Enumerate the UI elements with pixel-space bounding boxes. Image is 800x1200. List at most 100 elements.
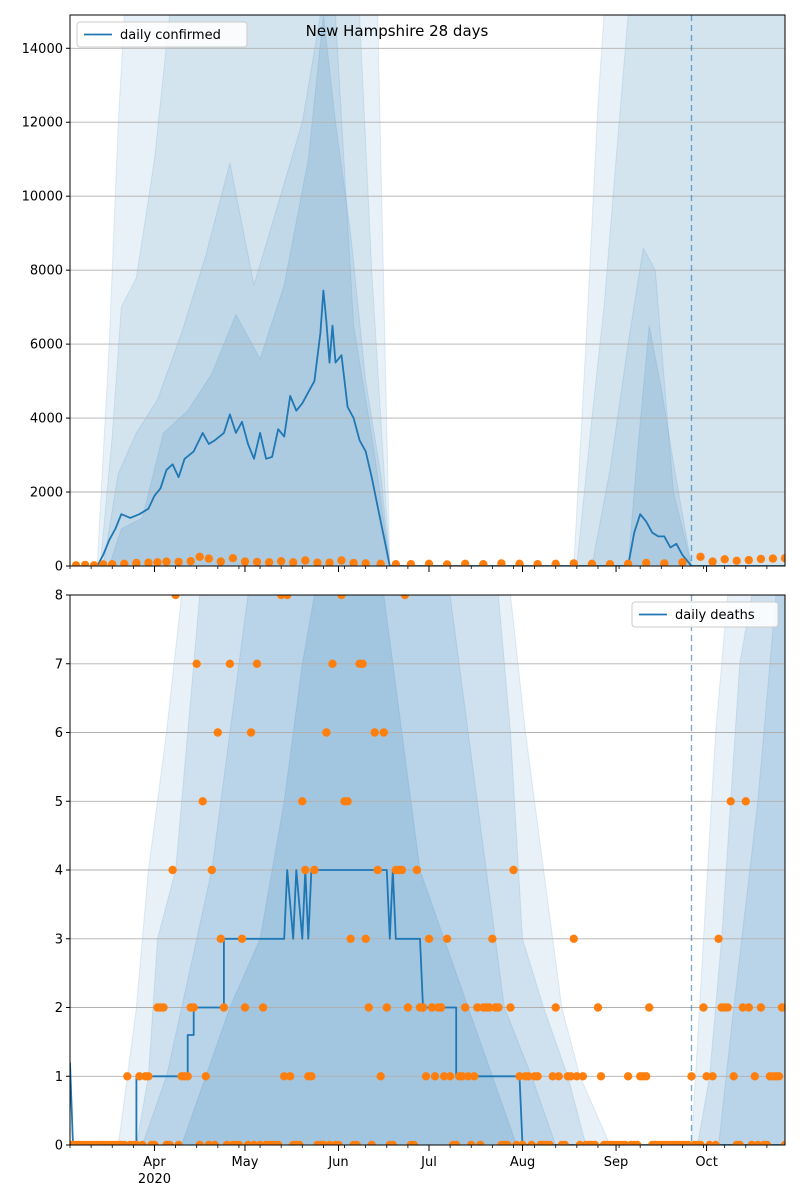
axes-frame [69,14,786,567]
data-point [533,560,542,566]
data-point [252,659,262,668]
data-point [150,1140,159,1145]
data-point [735,1140,744,1145]
data-point [424,934,434,943]
confirmed-legend: daily confirmed [76,21,248,48]
data-point [337,556,346,565]
data-point [201,1072,210,1081]
data-point [497,559,506,566]
data-point [744,1003,753,1012]
data-point [439,1072,449,1081]
data-point [376,559,385,566]
data-point [578,1072,588,1081]
data-point [708,557,717,566]
y-tick-label: 12000 [22,116,63,131]
x-tick-label: Aug [510,1155,535,1170]
data-point [322,728,331,737]
deaths-panel: 0 1 2 3 4 5 6 7 8 Apr 2020 May Jun Jul Aug Sep Oct daily… [55,589,786,1187]
data-point [488,934,497,943]
data-point [518,1140,527,1145]
data-point [741,797,750,806]
data-point [274,1140,283,1145]
data-point [494,1003,503,1012]
data-point [566,1072,575,1081]
x-tick-label: Jul [420,1155,437,1170]
y-tick-label: 5 [55,795,63,810]
data-point [660,559,669,566]
data-point [289,558,298,566]
data-point [702,1072,711,1081]
data-point [515,1072,524,1081]
data-point [711,1140,720,1145]
data-point [352,1140,361,1145]
data-point [430,1072,440,1081]
data-point [762,1140,772,1145]
confirmed-panel: 0 2000 4000 6000 8000 10000 12000 14000 daily c… [22,14,786,575]
data-point [210,1140,219,1145]
legend-label: daily deaths [675,608,755,623]
data-point [123,1072,132,1081]
data-point [696,552,705,561]
data-point [343,797,352,806]
x-tick-label: Jun [327,1155,348,1170]
y-tick-label: 4000 [30,412,63,427]
data-point [461,559,470,566]
data-point [108,560,117,566]
data-point [442,560,452,566]
data-point [237,934,247,943]
uncertainty-band [99,15,785,566]
data-point [427,1003,437,1012]
data-point [234,1140,244,1145]
data-point [485,1003,494,1012]
data-point [216,557,225,566]
uncertainty-band [102,15,785,566]
data-point [551,1003,560,1012]
data-point [445,1072,455,1081]
data-point [452,1140,461,1145]
data-point [406,560,416,566]
data-point [144,558,153,566]
data-point [89,561,99,566]
data-point [720,555,729,564]
data-point [723,1003,732,1012]
confirmed-axes: 0 2000 4000 6000 8000 10000 12000 14000 [22,14,786,575]
data-point [328,659,337,668]
data-point [587,559,597,566]
data-point [503,1140,512,1145]
data-point [409,1140,419,1145]
data-point [738,1003,747,1012]
data-point [391,560,400,566]
data-point [750,1072,759,1081]
data-point [473,1003,482,1012]
data-point [476,1140,485,1145]
data-point [593,1003,603,1012]
data-point [144,1072,153,1081]
data-point [165,1140,174,1145]
data-point [470,1072,479,1081]
data-point [421,1072,431,1081]
data-point [373,865,382,875]
data-point [527,1140,536,1145]
data-point [780,1140,785,1145]
data-point [509,865,518,875]
y-tick-label: 8 [55,589,63,604]
confirmed-gridlines [70,47,785,567]
data-point [379,728,388,737]
confirmed-bands [96,15,785,566]
legend-box [631,601,779,628]
data-point [388,1140,397,1145]
y-tick-label: 1 [55,1070,63,1085]
y-tick-label: 10000 [22,190,63,205]
data-point [310,865,319,875]
y-tick-label: 6 [55,726,63,741]
data-point [228,554,238,563]
data-point [569,559,578,566]
y-tick-label: 14000 [22,42,63,57]
data-point [515,559,524,566]
data-point [548,1072,557,1081]
data-point [325,558,334,566]
data-point [216,934,225,943]
data-point [464,1072,473,1081]
deaths-legend: daily deaths [631,601,779,628]
data-point [780,554,785,563]
